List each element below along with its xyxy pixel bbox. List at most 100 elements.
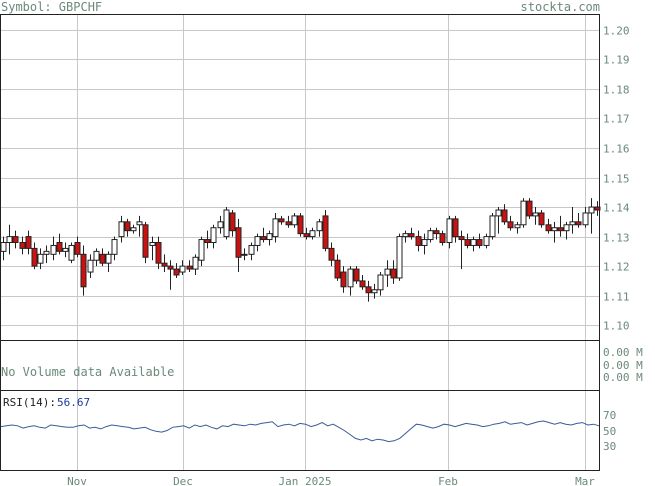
candle-up	[272, 218, 279, 238]
candle-up	[254, 236, 261, 246]
volume-axis: 0.00 M0.00 M0.00 M	[603, 346, 643, 384]
candle-down	[56, 242, 63, 252]
candle-up	[421, 239, 428, 246]
candle-up	[223, 209, 230, 238]
candle-up	[402, 233, 409, 238]
date-tick-label: Dec	[173, 475, 193, 486]
candle-down	[155, 242, 162, 264]
candle-down	[31, 247, 38, 267]
candle-down	[161, 262, 168, 267]
price-tick-label: 1.20	[603, 25, 630, 38]
volume-tick-label: 0.00 M	[603, 371, 643, 384]
price-tick-label: 1.18	[603, 84, 630, 97]
price-tick-label: 1.15	[603, 173, 630, 186]
candle-up	[470, 239, 477, 246]
candle-down	[476, 239, 483, 246]
candle-up	[489, 215, 496, 238]
candle-up	[266, 233, 273, 241]
candle-up	[136, 221, 143, 226]
candle-up	[217, 221, 224, 229]
candle-down	[415, 236, 422, 246]
price-tick-label: 1.11	[603, 291, 630, 304]
candle-down	[80, 253, 87, 288]
candle-down	[186, 265, 193, 270]
rsi-tick-label: 50	[603, 425, 616, 438]
candle-up	[309, 230, 316, 238]
candle-down	[452, 218, 459, 238]
candle-down	[464, 239, 471, 246]
candle-up	[210, 227, 217, 244]
date-tick-label: Nov	[67, 475, 87, 486]
price-tick-label: 1.14	[603, 202, 630, 215]
candle-up	[105, 253, 112, 264]
candle-down	[278, 218, 285, 223]
candle-down	[322, 215, 329, 249]
rsi-tick-label: 30	[603, 440, 616, 453]
candle-up	[241, 253, 248, 256]
candle-up	[316, 221, 323, 232]
volume-tick-label: 0.00 M	[603, 346, 643, 359]
candle-up	[198, 239, 205, 261]
candle-up	[396, 236, 403, 279]
candle-up	[37, 253, 44, 264]
candle-up	[43, 250, 50, 255]
price-panel-frame	[0, 14, 600, 341]
candle-up	[514, 224, 521, 229]
candle-down	[229, 212, 236, 232]
candle-down	[297, 215, 304, 235]
candle-up	[551, 227, 558, 232]
candle-up	[248, 244, 255, 255]
candle-down	[538, 212, 545, 226]
volume-tick-label: 0.00 M	[603, 359, 643, 372]
candle-up	[483, 236, 490, 246]
rsi-value: 56.67	[57, 396, 90, 409]
price-tick-label: 1.17	[603, 113, 630, 126]
candle-down	[557, 227, 564, 232]
candle-down	[359, 280, 366, 288]
candle-down	[594, 206, 601, 211]
candle-up	[93, 250, 100, 261]
candle-down	[328, 247, 335, 261]
grid-lines	[1, 15, 599, 470]
volume-unavailable-message: No Volume data Available	[1, 365, 174, 379]
candle-down	[260, 236, 267, 241]
candle-up	[68, 244, 75, 261]
candle-down	[334, 259, 341, 279]
candle-down	[526, 200, 533, 217]
candle-up	[111, 239, 118, 255]
rsi-axis: 70 50 30	[603, 409, 616, 453]
candle-up	[588, 206, 595, 214]
source-label: stockta.com	[520, 0, 600, 14]
candle-down	[390, 268, 397, 279]
candle-down	[458, 236, 465, 241]
candle-down	[167, 265, 174, 270]
candle-up	[520, 200, 527, 226]
candle-down	[142, 224, 149, 258]
candle-up	[582, 212, 589, 226]
price-axis: 1.20 1.19 1.18 1.17 1.16 1.15 1.14 1.13 1.12 1.11…	[603, 25, 630, 333]
date-tick-label: Jan 2025	[279, 475, 332, 486]
date-tick-label: Mar	[575, 475, 595, 486]
candle-up	[149, 242, 156, 246]
price-tick-label: 1.12	[603, 261, 630, 274]
candle-up	[495, 209, 502, 217]
candle-up	[118, 221, 125, 238]
candle-down	[575, 221, 582, 226]
candle-up	[371, 289, 378, 294]
candle-down	[507, 221, 514, 229]
candle-up	[87, 259, 94, 273]
symbol-title: Symbol: GBPCHF	[1, 0, 103, 14]
candle-up	[179, 265, 186, 273]
date-axis: Nov Dec Jan 2025 Feb Mar	[67, 475, 595, 486]
candle-down	[25, 236, 32, 249]
candle-up	[130, 227, 137, 232]
candle-up	[0, 242, 7, 252]
candle-up	[569, 221, 576, 226]
price-tick-label: 1.10	[603, 320, 630, 333]
price-tick-label: 1.19	[603, 54, 630, 67]
rsi-line	[0, 420, 600, 443]
candle-down	[340, 271, 347, 288]
candle-up	[446, 218, 453, 243]
candle-down	[303, 233, 310, 238]
candle-down	[204, 239, 211, 244]
